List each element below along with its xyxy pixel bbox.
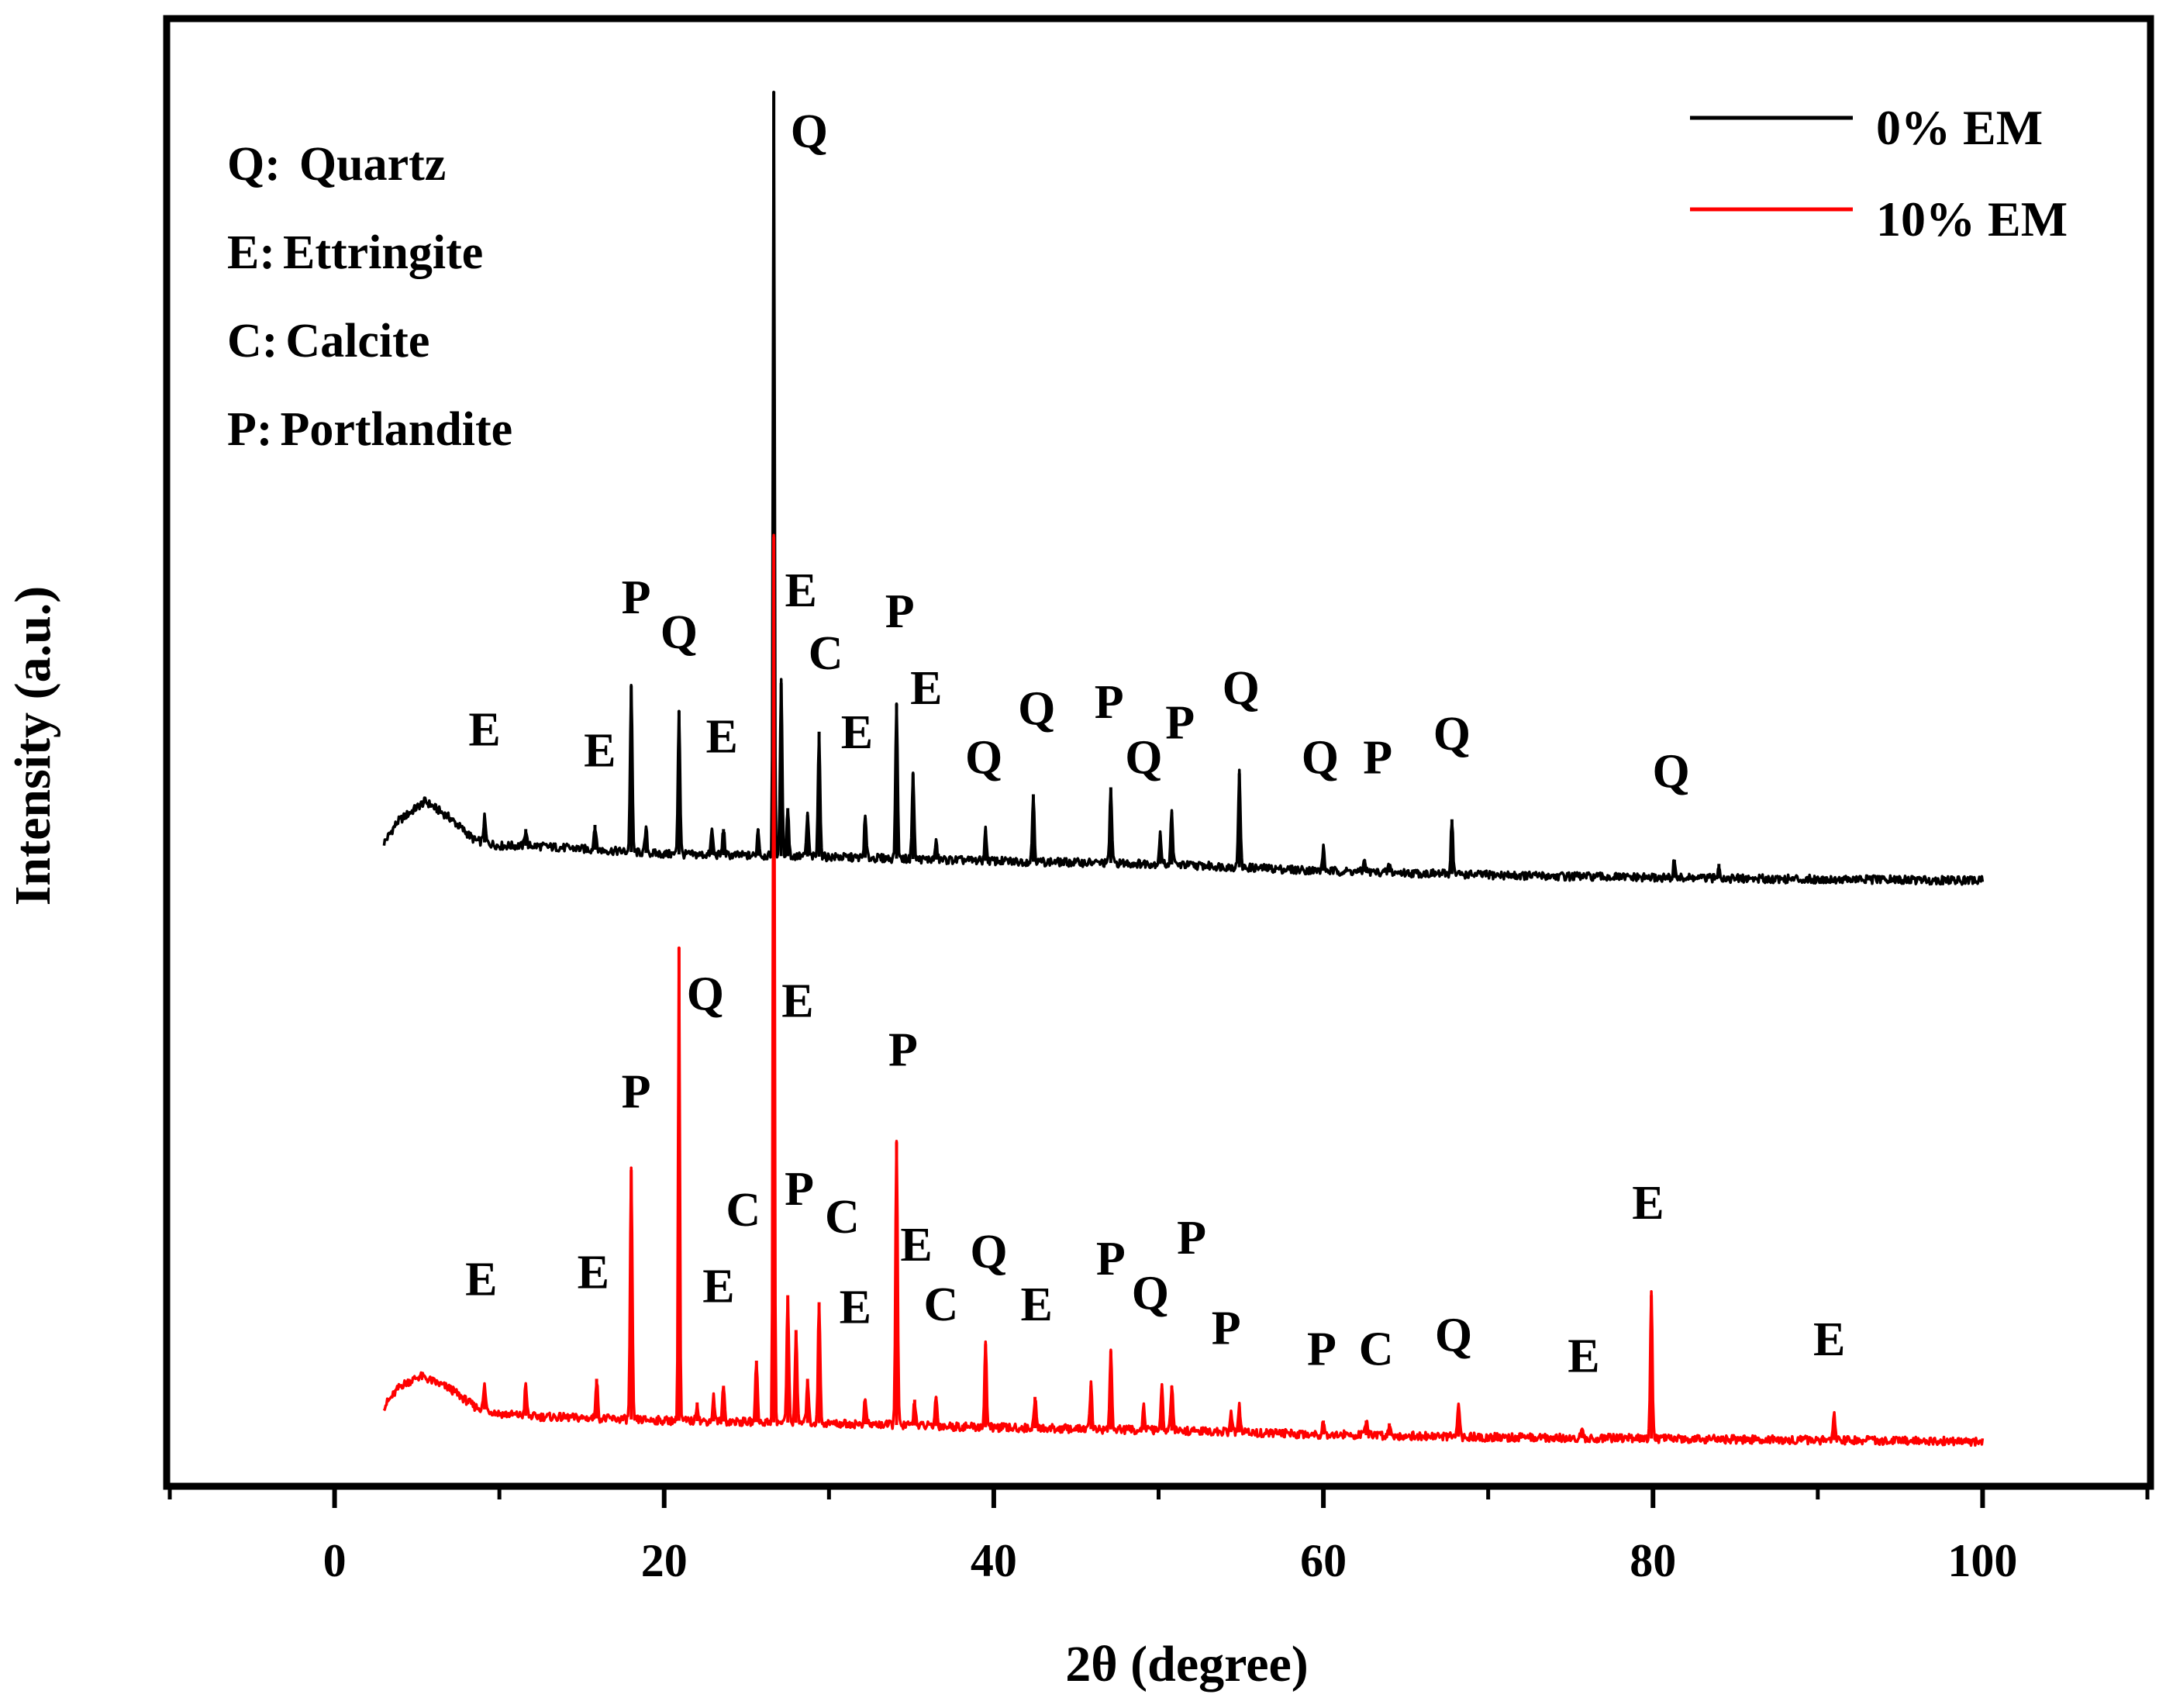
peak-label: E xyxy=(465,1254,497,1306)
peak-label: E xyxy=(705,711,737,764)
peak-label: P xyxy=(622,1065,651,1118)
peak-label: Q xyxy=(791,105,828,158)
peak-label: Q xyxy=(965,732,1002,785)
peak-label: Q xyxy=(1223,662,1260,715)
peak-label: P xyxy=(1165,697,1195,750)
peak-label: E xyxy=(900,1219,932,1272)
peak-label: E xyxy=(1568,1330,1599,1382)
peak-label: C xyxy=(726,1184,761,1237)
peak-label: E xyxy=(1021,1278,1053,1331)
peak-label: E xyxy=(841,706,873,759)
phase-key-item: E: Ettringite xyxy=(227,226,483,279)
peak-label: E xyxy=(1813,1313,1845,1366)
peak-label: E xyxy=(910,662,942,715)
series-line xyxy=(382,91,1985,886)
peak-label: E xyxy=(785,564,817,617)
peak-label: Q xyxy=(687,968,724,1021)
peak-label: E xyxy=(578,1247,609,1299)
peak-label: P xyxy=(885,585,915,638)
phase-key-item: Q: Quartz xyxy=(227,138,446,191)
peak-label: E xyxy=(584,725,616,778)
peak-label: Q xyxy=(1302,732,1339,785)
peak-label: P xyxy=(1177,1212,1206,1265)
x-tick-label: 80 xyxy=(1630,1535,1676,1586)
peak-label: P xyxy=(1096,1233,1126,1285)
x-tick-label: 20 xyxy=(641,1535,688,1586)
peak-label: C xyxy=(923,1278,958,1331)
peak-label: E xyxy=(781,975,813,1028)
peak-label: P xyxy=(1212,1303,1241,1355)
legend-label: 10% EM xyxy=(1876,192,2068,247)
peak-label: P xyxy=(622,571,651,624)
x-tick-label: 0 xyxy=(323,1535,347,1586)
legend: 0% EM 10% EM xyxy=(1690,100,2068,247)
peak-label: Q xyxy=(970,1226,1007,1278)
peak-label: Q xyxy=(660,606,698,659)
legend-label: 0% EM xyxy=(1876,100,2043,155)
series-layer xyxy=(382,91,1985,1447)
peak-label: E xyxy=(1632,1177,1664,1230)
peak-label: Q xyxy=(1435,1309,1472,1361)
peak-label: Q xyxy=(1132,1268,1169,1320)
peak-label: C xyxy=(825,1191,860,1244)
peak-label: P xyxy=(888,1024,918,1077)
peak-label: Q xyxy=(1018,683,1055,736)
peak-label: P xyxy=(1363,732,1392,785)
y-axis-title: Intensity (a.u.) xyxy=(5,586,61,906)
peak-label: C xyxy=(1359,1323,1394,1375)
x-axis-title: 2θ (degree) xyxy=(1065,1636,1309,1692)
peak-label: P xyxy=(1307,1323,1337,1375)
peak-label: Q xyxy=(1433,708,1471,761)
x-tick-label: 100 xyxy=(1947,1535,2017,1586)
peak-label: E xyxy=(840,1282,871,1334)
x-tick-label: 40 xyxy=(971,1535,1017,1586)
peak-label: Q xyxy=(1125,732,1162,785)
peak-label: E xyxy=(468,704,500,757)
peak-label: P xyxy=(785,1163,814,1216)
x-tick-label: 60 xyxy=(1300,1535,1347,1586)
phase-key: Q: Quartz E: Ettringite C: Calcite P: Portla… xyxy=(227,138,512,456)
phase-key-item: P: Portlandite xyxy=(227,403,512,456)
x-axis: 0 20 40 60 80 100 xyxy=(167,1486,2150,1586)
peak-label: E xyxy=(702,1261,734,1313)
peak-label: C xyxy=(809,627,843,680)
phase-key-item: C: Calcite xyxy=(227,315,429,367)
peak-label: Q xyxy=(1653,746,1690,799)
peak-label: P xyxy=(1095,676,1124,729)
series-line xyxy=(382,533,1985,1447)
